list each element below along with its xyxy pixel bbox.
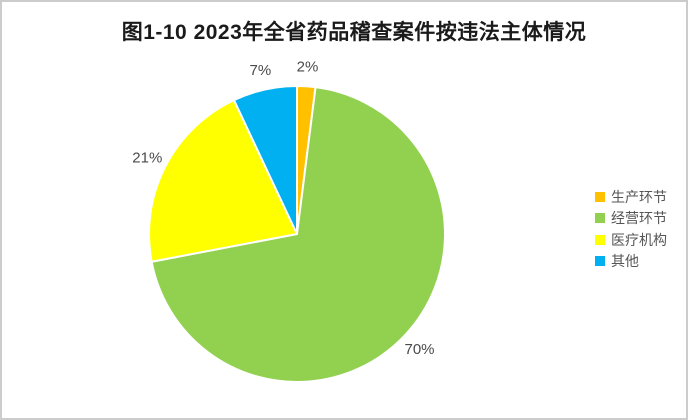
chart-title: 图1-10 2023年全省药品稽查案件按违法主体情况 <box>121 21 587 44</box>
legend-label-operation-stage: 经营环节 <box>611 210 667 227</box>
data-label-production-stage: 2% <box>297 58 319 75</box>
legend-swatch-other <box>595 256 605 267</box>
data-label-other: 7% <box>250 62 272 79</box>
legend-swatch-medical-institution <box>595 234 605 245</box>
legend-label-production-stage: 生产环节 <box>611 188 667 205</box>
legend-item-production-stage: 生产环节 <box>595 186 667 208</box>
legend-label-medical-institution: 医疗机构 <box>611 231 667 248</box>
pie-slice-medical-institution <box>148 99 298 263</box>
legend-item-operation-stage: 经营环节 <box>595 208 667 230</box>
legend-item-medical-institution: 医疗机构 <box>595 229 667 251</box>
legend-swatch-production-stage <box>595 191 605 202</box>
legend-swatch-operation-stage <box>595 213 605 224</box>
pie-slice-other <box>232 85 298 235</box>
data-label-medical-institution: 21% <box>132 150 162 167</box>
pie-slice-operation-stage <box>150 86 446 383</box>
legend-label-other: 其他 <box>611 253 639 270</box>
data-label-operation-stage: 70% <box>404 341 434 358</box>
chart-legend: 生产环节经营环节医疗机构其他 <box>595 186 667 272</box>
legend-item-other: 其他 <box>595 251 667 273</box>
